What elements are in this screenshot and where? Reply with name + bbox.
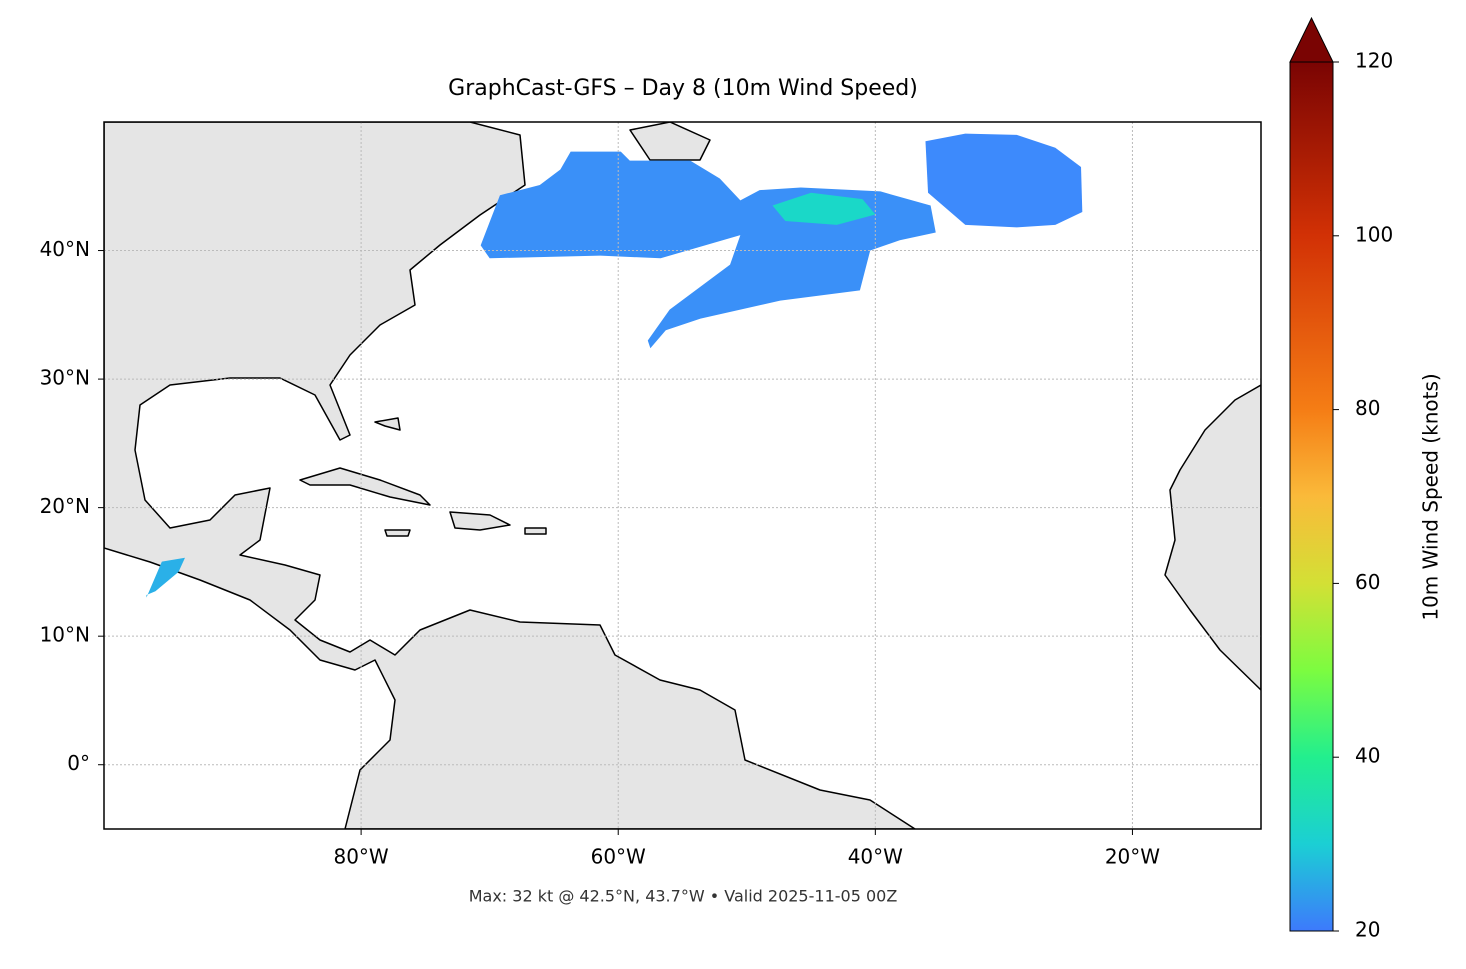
hispaniola [449, 511, 511, 531]
colorbar-label: 10m Wind Speed (knots) [1419, 373, 1443, 620]
x-tick-label: 20°W [1105, 845, 1160, 869]
puerto-rico [524, 527, 547, 535]
y-tick-label: 40°N [40, 237, 90, 261]
americas [104, 122, 916, 829]
wind-area [146, 557, 185, 598]
colorbar [1289, 61, 1334, 932]
colorbar-tick-label: 100 [1355, 222, 1393, 246]
map [104, 122, 1261, 829]
y-tick-label: 20°N [40, 494, 90, 518]
wind-area [480, 151, 936, 349]
colorbar-tick-label: 60 [1355, 570, 1380, 594]
colorbar-extend [1289, 16, 1334, 63]
cuba [299, 467, 431, 506]
y-tick-label: 0° [67, 751, 90, 775]
newfoundland [629, 122, 711, 161]
y-tick-label: 10°N [40, 623, 90, 647]
x-tick-label: 40°W [848, 845, 903, 869]
africa [1164, 384, 1261, 691]
footnote: Max: 32 kt @ 42.5°N, 43.7°W • Valid 2025… [469, 887, 898, 906]
colorbar-tick-label: 40 [1355, 744, 1380, 768]
map-frame [103, 121, 1262, 830]
wind-area [772, 192, 876, 225]
colorbar-tick-label: 20 [1355, 918, 1380, 942]
colorbar-tick-label: 80 [1355, 396, 1380, 420]
x-tick-label: 60°W [591, 845, 646, 869]
chart-title: GraphCast-GFS – Day 8 (10m Wind Speed) [448, 76, 918, 101]
wind-area [925, 133, 1083, 228]
jamaica [384, 529, 411, 537]
y-tick-label: 30°N [40, 366, 90, 390]
bahamas [374, 417, 401, 431]
colorbar-tick-label: 120 [1355, 49, 1393, 73]
x-tick-label: 80°W [333, 845, 388, 869]
